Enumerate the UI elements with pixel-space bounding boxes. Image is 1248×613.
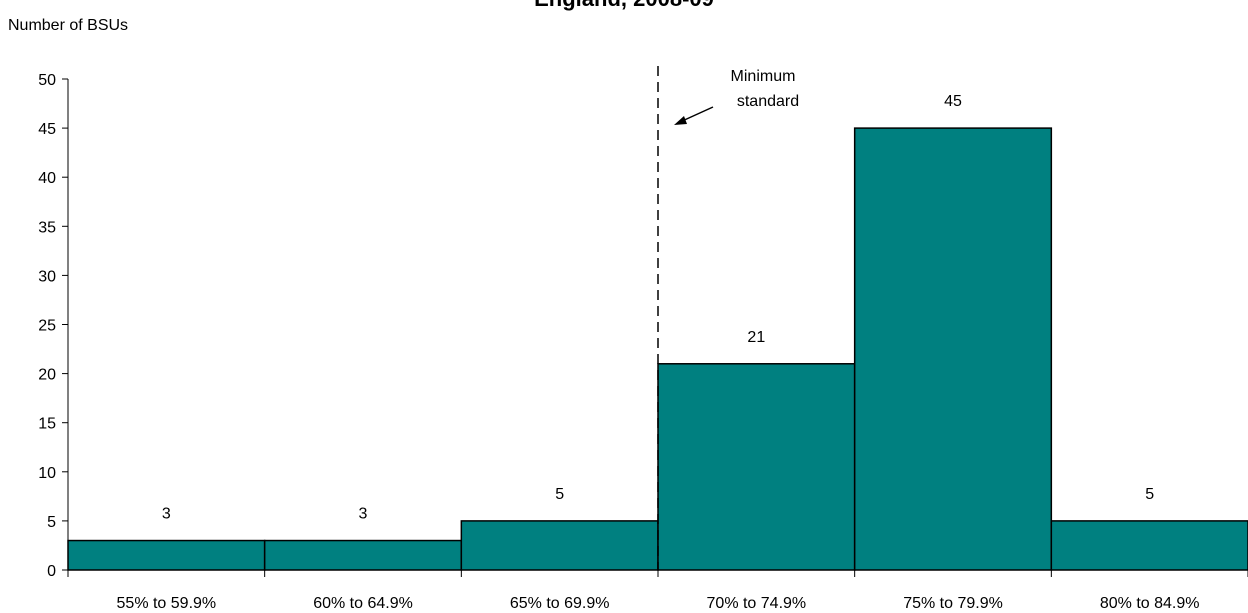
y-tick-label: 0 <box>47 563 56 580</box>
x-tick-label: 75% to 79.9% <box>903 595 1003 612</box>
data-label: 3 <box>359 506 368 523</box>
bar <box>657 363 856 571</box>
x-tick-label: 70% to 74.9% <box>707 595 807 612</box>
y-tick-label: 20 <box>38 367 56 384</box>
x-tick-label: 65% to 69.9% <box>510 595 610 612</box>
annotation-label-line1: Minimum <box>731 68 796 85</box>
data-label: 5 <box>555 486 564 503</box>
y-axis-label: Number of BSUs <box>8 17 129 34</box>
x-tick-label: 80% to 84.9% <box>1100 595 1200 612</box>
y-tick-label: 15 <box>38 416 56 433</box>
y-tick-label: 10 <box>38 465 56 482</box>
data-label: 45 <box>944 93 962 110</box>
x-tick-label: 60% to 64.9% <box>313 595 413 612</box>
bar <box>67 539 266 571</box>
y-tick-label: 5 <box>47 514 56 531</box>
annotation-arrow-line <box>679 106 714 123</box>
data-label: 3 <box>162 506 171 523</box>
annotation-label-line2: standard <box>737 93 799 110</box>
y-tick-label: 30 <box>38 268 56 285</box>
chart-title: England, 2008-09 <box>0 0 1248 12</box>
x-tick-label: 55% to 59.9% <box>117 595 217 612</box>
annotation-arrow-head <box>674 116 687 125</box>
bar <box>853 127 1053 571</box>
bar <box>1050 520 1248 571</box>
y-tick-label: 45 <box>38 121 56 138</box>
data-label: 21 <box>747 329 765 346</box>
y-tick-label: 25 <box>38 318 56 335</box>
bar <box>263 539 463 571</box>
y-tick-label: 40 <box>38 170 56 187</box>
y-tick-label: 50 <box>38 72 56 89</box>
y-tick-label: 35 <box>38 219 56 236</box>
bar <box>460 520 659 571</box>
data-label: 5 <box>1145 486 1154 503</box>
